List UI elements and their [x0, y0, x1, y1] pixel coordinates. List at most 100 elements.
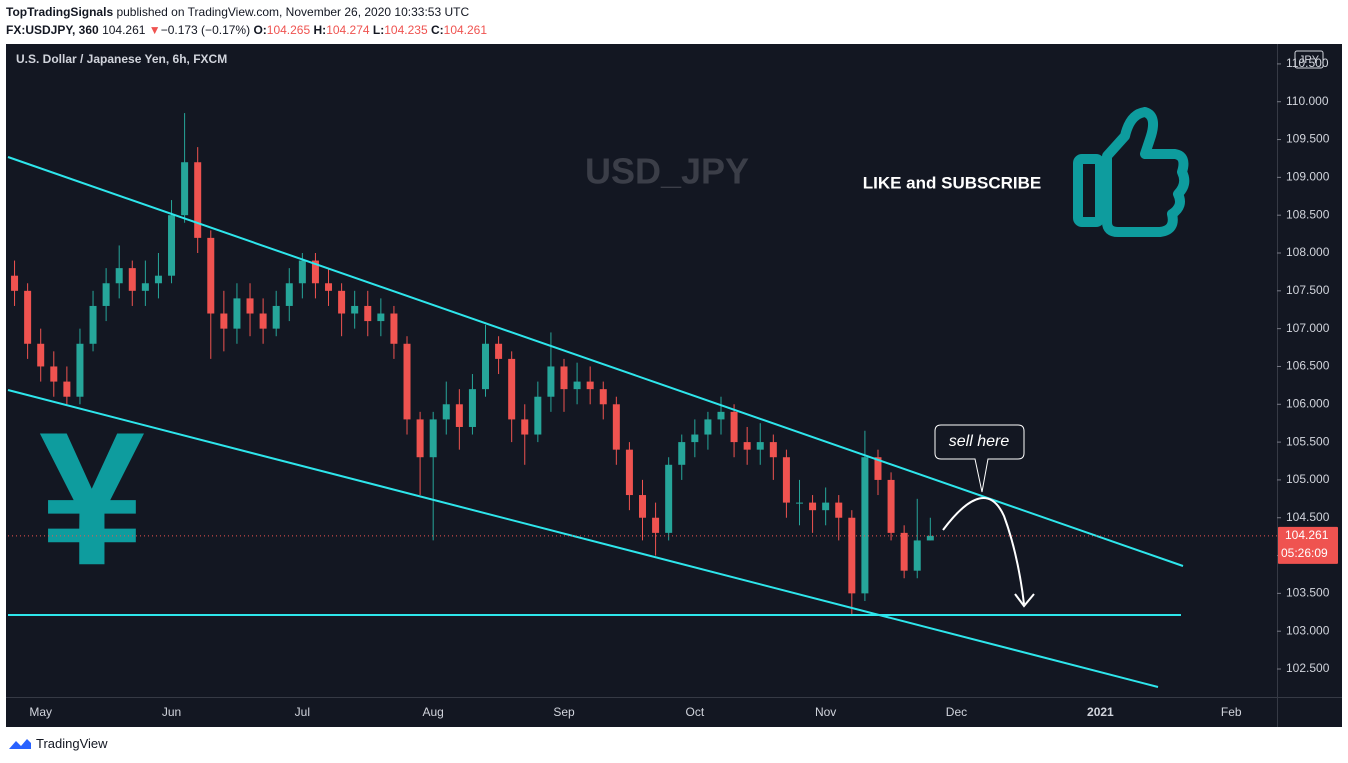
y-tick-label: 102.500 — [1286, 661, 1330, 675]
chart-title: U.S. Dollar / Japanese Yen, 6h, FXCM — [16, 52, 227, 66]
x-tick-label: Feb — [1221, 705, 1242, 719]
candle-body — [246, 298, 254, 314]
y-tick-label: 105.500 — [1286, 434, 1330, 448]
candle-body — [665, 464, 673, 533]
x-tick-label: Jul — [295, 705, 310, 719]
candle-body — [50, 366, 58, 382]
candle-body — [377, 313, 385, 322]
c-label: C: — [430, 23, 444, 37]
candle-body — [102, 283, 110, 306]
candle-body — [782, 457, 790, 503]
candle-body — [11, 275, 19, 291]
y-tick-label: 109.000 — [1286, 170, 1330, 184]
y-tick-label: 110.000 — [1286, 94, 1329, 108]
candle-body — [521, 419, 529, 435]
candle-body — [717, 411, 725, 420]
candle-body — [390, 313, 398, 344]
candle-body — [900, 532, 908, 571]
chart-bg — [6, 44, 1342, 727]
thumb-icon — [1073, 107, 1190, 237]
candle-body — [233, 298, 241, 329]
candle-body — [508, 358, 516, 420]
candle-body — [115, 268, 123, 284]
candle-body — [625, 449, 633, 496]
candle-body — [560, 366, 568, 390]
candle-body — [429, 419, 437, 458]
candle-body — [207, 237, 215, 314]
candle-body — [298, 260, 306, 284]
symbol: FX:USDJPY, 360 — [6, 23, 99, 37]
candle-body — [403, 343, 411, 420]
candle-body — [442, 404, 450, 420]
change: −0.173 (−0.17%) — [160, 23, 251, 37]
candle-body — [495, 343, 503, 359]
candle-body — [586, 381, 594, 390]
y-tick-label: 107.500 — [1286, 283, 1330, 297]
x-tick-label: Sep — [553, 705, 575, 719]
candle-body — [364, 305, 372, 322]
candle-body — [285, 283, 293, 306]
o: 104.265 — [266, 23, 311, 37]
author: TopTradingSignals — [6, 5, 114, 19]
arrow: ▼ — [148, 23, 161, 37]
candle-body — [168, 215, 176, 276]
x-tick-label: Dec — [946, 705, 967, 719]
y-tick-label: 105.000 — [1286, 472, 1330, 486]
l-label: L: — [372, 23, 385, 37]
candle-body — [89, 305, 97, 344]
candle-body — [704, 419, 712, 435]
published: published on TradingView.com, November 2… — [113, 5, 470, 19]
candle-body — [194, 162, 202, 238]
y-tick-label: 104.500 — [1286, 510, 1330, 524]
candle-body — [220, 313, 228, 329]
candle-body — [809, 502, 817, 511]
candle-body — [769, 442, 777, 458]
o-label: O: — [253, 23, 267, 37]
candle-body — [599, 389, 607, 405]
thumb-dot — [1088, 209, 1095, 216]
candle-body — [730, 411, 738, 443]
candle-body — [455, 404, 463, 427]
x-tick-label: Jun — [162, 705, 181, 719]
x-tick-label: May — [29, 705, 52, 719]
currency-badge — [1294, 50, 1324, 69]
candle-body — [639, 495, 646, 518]
candle-body — [547, 366, 555, 397]
y-tick-label: 106.500 — [1286, 359, 1330, 373]
y-tick-label: 103.500 — [1286, 586, 1330, 600]
last-price-label: 104.261 — [1285, 528, 1329, 542]
l: 104.235 — [384, 23, 428, 37]
candle-body — [795, 502, 803, 504]
candle-body — [128, 268, 136, 291]
candle-body — [141, 283, 149, 291]
candle-body — [76, 343, 84, 397]
c: 104.261 — [443, 23, 488, 37]
watermark: USD_JPY — [585, 151, 749, 192]
candle-body — [861, 457, 869, 594]
cta-text: LIKE and SUBSCRIBE — [863, 173, 1042, 192]
candle-body — [822, 502, 830, 511]
candle-body — [835, 502, 843, 518]
candle-body — [482, 343, 490, 390]
candle-body — [259, 313, 267, 329]
x-tick-label: 2021 — [1087, 705, 1114, 719]
header-line-2: FX:USDJPY, 360 104.261 ▼−0.173 (−0.17%) … — [6, 23, 487, 37]
candle-body — [468, 389, 476, 427]
countdown-label: 05:26:09 — [1281, 546, 1328, 560]
x-tick-label: Nov — [815, 705, 836, 719]
candle-body — [691, 434, 699, 443]
candle-body — [181, 162, 189, 216]
candle-body — [756, 442, 764, 450]
candle-body — [874, 457, 882, 480]
y-tick-label: 109.500 — [1286, 132, 1330, 146]
footer: TradingView — [8, 736, 108, 751]
logo-shape — [9, 738, 31, 749]
last-price-box — [1278, 526, 1338, 564]
arrow-head — [1014, 593, 1035, 608]
yen-symbol: ¥ — [39, 393, 145, 605]
candle-body — [848, 517, 856, 594]
thumb-cuff — [1073, 154, 1105, 227]
callout-box — [934, 424, 1025, 493]
candle-body — [652, 517, 660, 533]
